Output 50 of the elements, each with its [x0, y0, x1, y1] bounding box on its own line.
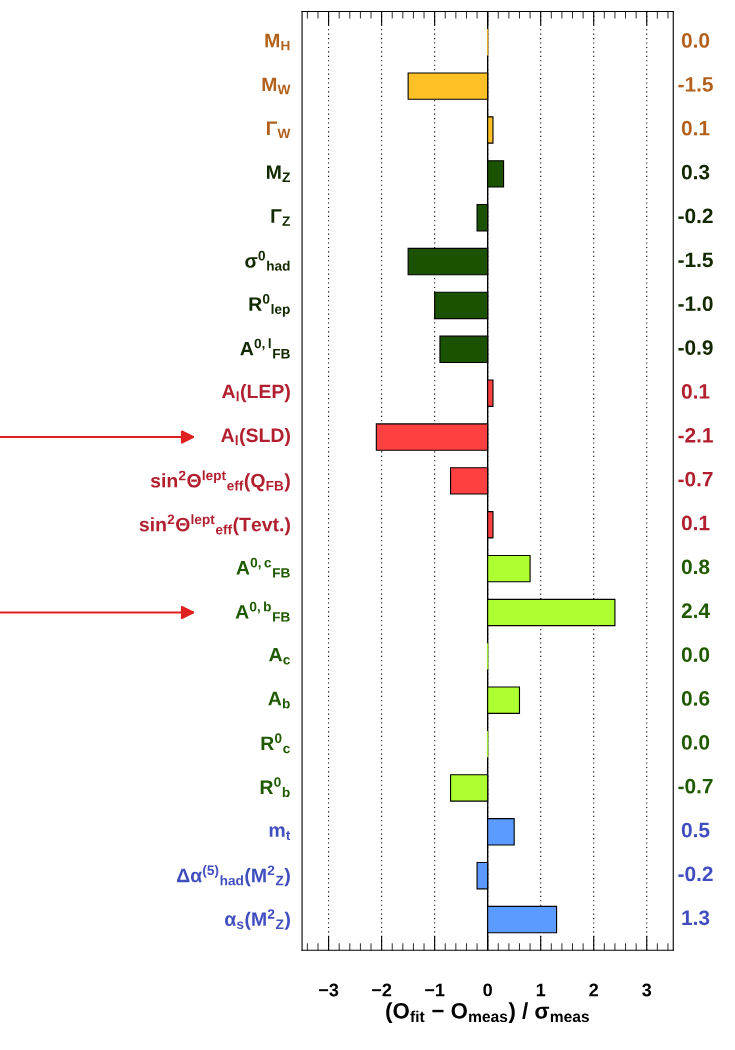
y-tick-label: R$^{0}$$_{lep}$: [249, 294, 290, 317]
x-tick-label: 0: [483, 983, 492, 997]
y-tick-label: σ$^{0}$$_{had}$: [245, 250, 290, 271]
y-tick-label: A$_{l}$(LEP): [222, 384, 290, 403]
y-tick-label: M$_{H}$: [265, 33, 290, 51]
y-tick-label: Γ$_{W}$: [266, 121, 291, 139]
data-label: -2.1: [678, 427, 713, 443]
y-tick-label: A$^{0,b}$$_{FB}$: [235, 601, 290, 622]
data-label: -0.7: [678, 778, 713, 794]
y-tick-label: A$^{0,c}$$_{FB}$: [236, 557, 290, 578]
data-label: 0.1: [681, 120, 710, 136]
y-tick-label: R$^{0}$$_{c}$: [261, 733, 290, 754]
data-label: 0.1: [681, 384, 710, 399]
x-tick-label: 2: [589, 983, 599, 997]
data-label: 0.0: [681, 33, 710, 48]
x-tick-label: −3: [319, 983, 339, 997]
data-label: -0.7: [678, 471, 713, 487]
data-label: 0.6: [681, 691, 710, 706]
y-tick-label: A$_{b}$: [268, 691, 290, 709]
y-tick-label: M$_{Z}$: [266, 165, 290, 182]
data-label: -1.0: [678, 296, 713, 312]
x-tick-label: −1: [425, 983, 445, 997]
y-tick-label: α$_{s}$(M$^{2}$$_{Z}$): [225, 909, 290, 930]
data-label: 0.0: [681, 734, 710, 750]
y-tick-label: A$_{c}$: [269, 647, 290, 665]
y-tick-label: A$^{0,l}$$_{FB}$: [240, 338, 290, 359]
data-label: 0.0: [681, 647, 710, 662]
y-tick-label: m$_{t}$: [269, 826, 291, 841]
data-label: -0.2: [678, 208, 713, 224]
data-label: 2.4: [681, 603, 710, 618]
data-label: 0.8: [681, 559, 710, 575]
y-tick-label: sin$^{2}$Θ$^{lept}$$_{eff}$(Q$_{FB}$): [150, 470, 290, 492]
data-label: -1.5: [678, 252, 713, 268]
y-tick-label: M$_{W}$: [262, 77, 291, 95]
data-label: -0.9: [678, 340, 713, 355]
data-label: 0.3: [681, 164, 710, 180]
y-tick-label: R$^{0}$$_{b}$: [260, 777, 290, 798]
x-tick-label: 3: [642, 983, 652, 997]
data-label: 1.3: [682, 910, 710, 926]
x-tick-label: 1: [536, 983, 546, 997]
data-label: -1.5: [678, 77, 713, 92]
y-tick-label: sin$^{2}$Θ$^{lept}$$_{eff}$(Tevt.): [139, 514, 290, 536]
y-tick-label: Γ$_{Z}$: [271, 209, 290, 226]
y-tick-label: Δα$^{(5)}$$_{had}$(M$^{2}$$_{Z}$): [177, 865, 290, 887]
x-axis-title: (O$_{fit}$ − O$_{meas}$) / σ$_{meas}$: [386, 1002, 589, 1024]
y-tick-label: A$_{l}$(SLD): [221, 427, 290, 447]
data-label: 0.1: [681, 515, 710, 531]
data-label: -0.2: [678, 866, 713, 882]
data-label: 0.5: [681, 822, 710, 838]
x-tick-label: −2: [372, 983, 392, 997]
